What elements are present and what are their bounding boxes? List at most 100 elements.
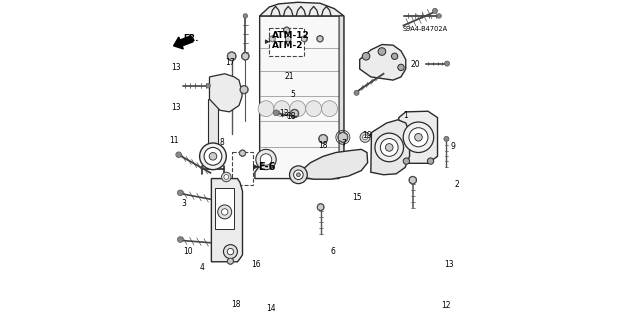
Text: 16: 16: [251, 260, 260, 269]
Text: 3: 3: [181, 199, 186, 208]
Circle shape: [239, 150, 246, 156]
Circle shape: [319, 134, 328, 143]
Circle shape: [338, 132, 348, 142]
Text: 18: 18: [319, 141, 328, 150]
Polygon shape: [284, 27, 289, 33]
Polygon shape: [228, 258, 233, 264]
Text: 7: 7: [341, 139, 346, 148]
Circle shape: [221, 209, 228, 215]
Circle shape: [360, 132, 370, 142]
Circle shape: [354, 90, 359, 95]
Circle shape: [380, 138, 398, 156]
Polygon shape: [301, 36, 307, 42]
Circle shape: [269, 36, 276, 42]
Text: 9: 9: [451, 142, 456, 151]
Polygon shape: [255, 16, 344, 179]
FancyArrow shape: [173, 36, 193, 49]
Text: S9A4-B4702A: S9A4-B4702A: [403, 26, 448, 32]
Circle shape: [218, 205, 232, 219]
Text: 8: 8: [220, 137, 225, 146]
Text: ATM-2: ATM-2: [272, 41, 303, 50]
Polygon shape: [208, 99, 218, 144]
Circle shape: [294, 170, 303, 180]
Polygon shape: [317, 36, 323, 42]
Circle shape: [409, 128, 428, 147]
Circle shape: [289, 166, 307, 184]
Circle shape: [428, 158, 434, 164]
Circle shape: [200, 143, 227, 170]
Text: 10: 10: [184, 247, 193, 256]
Polygon shape: [241, 85, 248, 94]
Circle shape: [444, 136, 449, 141]
Text: 18: 18: [286, 112, 296, 121]
Circle shape: [258, 101, 274, 117]
Circle shape: [221, 172, 231, 182]
Circle shape: [415, 133, 422, 141]
Polygon shape: [360, 45, 406, 80]
Circle shape: [206, 84, 211, 88]
Text: 15: 15: [353, 193, 362, 202]
Circle shape: [362, 135, 367, 140]
Text: 13: 13: [280, 109, 289, 118]
Polygon shape: [319, 134, 327, 143]
Text: 12: 12: [441, 301, 450, 310]
Circle shape: [177, 237, 183, 242]
Text: 11: 11: [169, 136, 179, 145]
Circle shape: [227, 258, 234, 264]
Circle shape: [273, 110, 279, 116]
Polygon shape: [285, 36, 291, 42]
Polygon shape: [240, 150, 245, 156]
Polygon shape: [260, 2, 344, 16]
Text: 20: 20: [410, 60, 420, 69]
Circle shape: [227, 52, 236, 61]
Circle shape: [177, 190, 183, 196]
Bar: [214, 188, 234, 229]
Circle shape: [274, 101, 290, 117]
Circle shape: [176, 152, 182, 158]
Circle shape: [240, 85, 248, 94]
Circle shape: [223, 245, 237, 259]
Circle shape: [378, 48, 386, 55]
Polygon shape: [297, 149, 367, 179]
Circle shape: [437, 14, 442, 18]
Text: 5: 5: [291, 90, 295, 99]
Circle shape: [398, 64, 404, 70]
Text: 6: 6: [331, 247, 336, 256]
Circle shape: [403, 122, 434, 152]
Circle shape: [241, 52, 249, 60]
Polygon shape: [228, 52, 236, 61]
Circle shape: [301, 36, 307, 42]
Circle shape: [291, 109, 299, 118]
Text: 2: 2: [454, 181, 459, 189]
Text: ATM-12: ATM-12: [272, 31, 310, 40]
Text: 13: 13: [172, 63, 181, 72]
Polygon shape: [410, 176, 416, 184]
Polygon shape: [211, 179, 243, 262]
Circle shape: [317, 36, 323, 42]
Text: 18: 18: [231, 300, 241, 308]
Circle shape: [209, 152, 217, 160]
Circle shape: [392, 53, 398, 59]
Text: FR.: FR.: [184, 34, 199, 43]
Text: 13: 13: [172, 103, 181, 112]
Text: 4: 4: [200, 263, 205, 272]
Polygon shape: [399, 111, 438, 163]
Circle shape: [375, 133, 404, 162]
Text: 19: 19: [362, 131, 372, 140]
Text: 13: 13: [444, 260, 454, 269]
Circle shape: [321, 101, 337, 117]
Polygon shape: [317, 204, 324, 211]
Text: 14: 14: [266, 304, 276, 313]
Circle shape: [224, 174, 228, 179]
Circle shape: [243, 14, 248, 18]
Circle shape: [290, 101, 306, 117]
Circle shape: [403, 158, 410, 164]
Circle shape: [362, 52, 370, 60]
Circle shape: [260, 154, 272, 165]
Polygon shape: [242, 52, 249, 60]
Circle shape: [433, 8, 438, 13]
Polygon shape: [339, 132, 348, 142]
Text: 1: 1: [403, 111, 408, 120]
Bar: [232, 152, 253, 185]
Circle shape: [296, 173, 300, 177]
